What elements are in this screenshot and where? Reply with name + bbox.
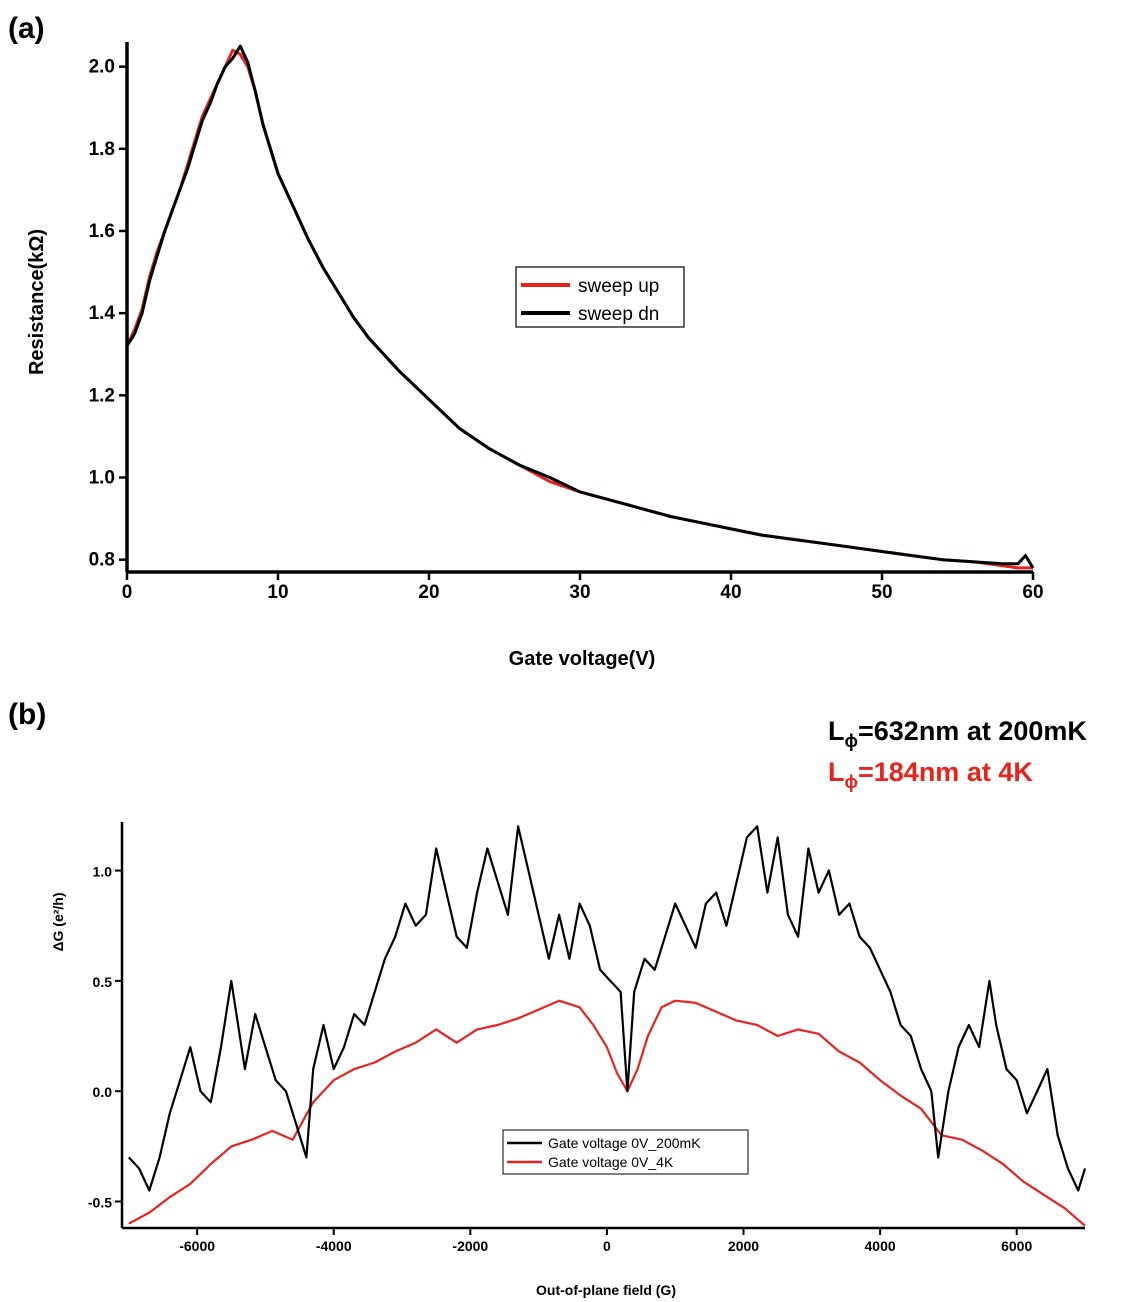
panel-a-label: (a)	[8, 12, 45, 45]
x-tick-label: 50	[871, 582, 892, 603]
y-tick-label: 0.8	[89, 550, 115, 571]
chart-b-ticks: -6000 -4000 -2000 0 2000 4000 6000 -0.5 0.0 0.5 1.…	[88, 864, 1033, 1254]
annotation-line-2: Lϕ=184nm at 4K	[828, 757, 1033, 792]
y-tick-label: 0.0	[93, 1084, 113, 1100]
series-line-gate-voltage-0v-4k	[128, 999, 1086, 1227]
annotation-line-2-prefix: L	[828, 757, 845, 787]
x-tick-label: 30	[569, 582, 590, 603]
chart-a-ylabel: Resistance(kΩ)	[26, 229, 48, 375]
y-tick-label: 1.8	[89, 139, 115, 160]
chart-a-series-lines	[125, 44, 1035, 570]
chart-b-legend-label-4k: Gate voltage 0V_4K	[548, 1154, 674, 1170]
x-tick-label: 6000	[1001, 1238, 1032, 1254]
y-tick-label: 1.0	[89, 468, 115, 489]
chart-b-axes	[120, 822, 1085, 1230]
chart-b-legend-label-200mk: Gate voltage 0V_200mK	[548, 1135, 701, 1151]
x-tick-label: 20	[418, 582, 439, 603]
chart-b-ylabel: ΔG (e²/h)	[50, 892, 66, 951]
x-tick-label: 0	[122, 582, 133, 603]
annotation-line-2-text: =184nm at 4K	[858, 757, 1033, 787]
y-tick-label: -0.5	[88, 1195, 112, 1211]
chart-b: -6000 -4000 -2000 0 2000 4000 6000 -0.5 0.0 0.5 1.…	[50, 822, 1087, 1298]
x-tick-label: 10	[267, 582, 288, 603]
annotation-line-2-subscript: ϕ	[845, 772, 859, 792]
chart-a-legend-box	[515, 266, 685, 328]
chart-b-xlabel: Out-of-plane field (G)	[536, 1282, 676, 1298]
chart-a: 0 10 20 30 40 50 60 0.8 1.0 1.2 1.4 1.6 1.8 2.0 Gate …	[26, 42, 1044, 670]
x-tick-label: 0	[603, 1238, 611, 1254]
y-tick-label: 1.6	[89, 221, 115, 242]
y-tick-label: 1.2	[89, 385, 115, 406]
y-tick-label: 1.4	[89, 303, 116, 324]
series-line-gate-voltage-0v-200mk	[127, 825, 1087, 1192]
annotation-line-1-prefix: L	[828, 716, 845, 746]
chart-b-legend-box	[502, 1129, 749, 1175]
x-tick-label: -6000	[179, 1238, 215, 1254]
x-tick-label: 2000	[728, 1238, 759, 1254]
chart-a-ticks: 0 10 20 30 40 50 60 0.8 1.0 1.2 1.4 1.6 1.8 2.0	[89, 57, 1044, 603]
chart-a-xlabel: Gate voltage(V)	[509, 648, 656, 670]
chart-a-legend: sweep up sweep dn	[515, 266, 685, 328]
panel-b-label: (b)	[8, 698, 46, 731]
y-tick-label: 0.5	[93, 974, 113, 990]
annotation-line-1-text: =632nm at 200mK	[858, 716, 1087, 746]
x-tick-label: 60	[1022, 582, 1043, 603]
series-line-sweep-dn	[125, 44, 1035, 569]
annotation-line-1-subscript: ϕ	[845, 731, 859, 751]
x-tick-label: -2000	[452, 1238, 488, 1254]
x-tick-label: 4000	[865, 1238, 896, 1254]
chart-b-series-lines	[127, 825, 1087, 1227]
chart-a-legend-label-sweep-up: sweep up	[578, 276, 659, 297]
chart-a-legend-label-sweep-dn: sweep dn	[578, 304, 659, 325]
x-tick-label: -4000	[316, 1238, 352, 1254]
y-tick-label: 2.0	[89, 57, 115, 78]
annotation-line-1: Lϕ=632nm at 200mK	[828, 716, 1087, 751]
chart-b-legend: Gate voltage 0V_200mK Gate voltage 0V_4K	[502, 1129, 749, 1175]
x-tick-label: 40	[720, 582, 741, 603]
y-tick-label: 1.0	[93, 864, 113, 880]
